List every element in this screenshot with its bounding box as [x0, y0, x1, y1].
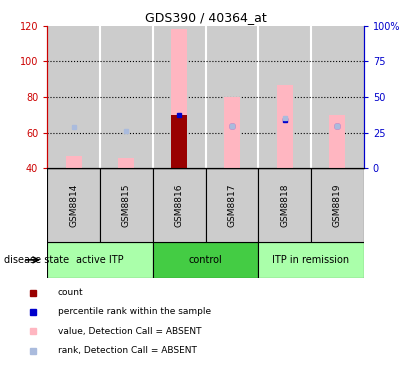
Text: GSM8819: GSM8819 — [333, 183, 342, 227]
Text: ITP in remission: ITP in remission — [272, 255, 349, 265]
Bar — [171, 29, 187, 168]
Bar — [100, 168, 153, 242]
Text: control: control — [189, 255, 222, 265]
Bar — [153, 168, 206, 242]
Text: count: count — [58, 288, 83, 297]
Bar — [47, 26, 100, 168]
Title: GDS390 / 40364_at: GDS390 / 40364_at — [145, 11, 266, 25]
Bar — [206, 26, 258, 168]
Bar — [66, 156, 81, 168]
Bar — [258, 242, 364, 278]
Bar — [118, 158, 134, 168]
Bar — [153, 242, 258, 278]
Text: active ITP: active ITP — [76, 255, 124, 265]
Bar — [224, 97, 240, 168]
Bar — [47, 168, 100, 242]
Text: GSM8815: GSM8815 — [122, 183, 131, 227]
Text: disease state: disease state — [4, 255, 69, 265]
Bar — [311, 26, 364, 168]
Bar — [171, 115, 187, 168]
Bar — [277, 85, 293, 168]
Bar — [330, 115, 345, 168]
Text: percentile rank within the sample: percentile rank within the sample — [58, 307, 211, 317]
Bar — [258, 26, 311, 168]
Bar — [258, 168, 311, 242]
Bar — [100, 26, 153, 168]
Text: rank, Detection Call = ABSENT: rank, Detection Call = ABSENT — [58, 346, 196, 355]
Text: GSM8818: GSM8818 — [280, 183, 289, 227]
Bar — [311, 168, 364, 242]
Text: value, Detection Call = ABSENT: value, Detection Call = ABSENT — [58, 327, 201, 336]
Bar — [206, 168, 258, 242]
Bar — [47, 242, 153, 278]
Text: GSM8814: GSM8814 — [69, 183, 78, 227]
Text: GSM8817: GSM8817 — [227, 183, 236, 227]
Bar — [153, 26, 206, 168]
Text: GSM8816: GSM8816 — [175, 183, 184, 227]
